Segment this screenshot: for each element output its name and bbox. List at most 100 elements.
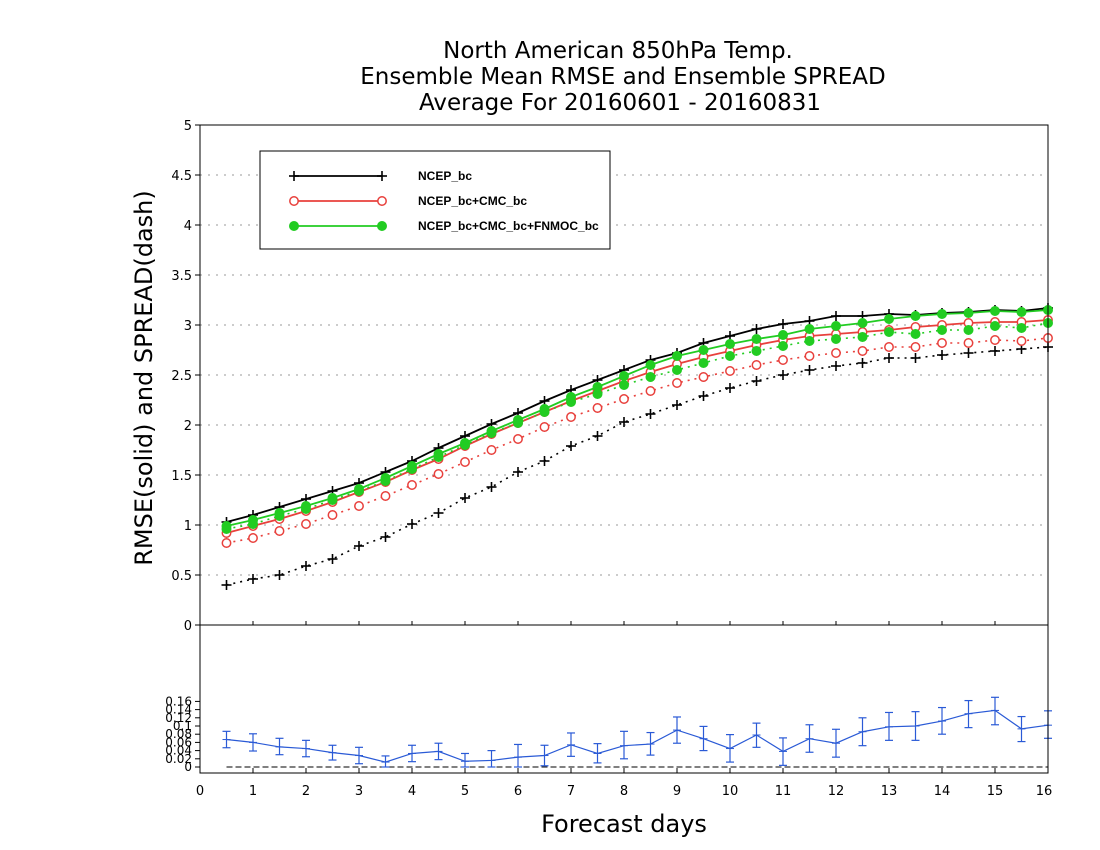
spread-point-ncep-bc-cmc-bc: [990, 335, 1000, 345]
bottom-y-tick-label: 0.08: [165, 727, 192, 741]
spread-point-ncep-bc-cmc-bc-fnmoc-bc: [433, 452, 444, 462]
error-bar: [885, 711, 893, 741]
spread-point-ncep-bc: [221, 580, 232, 590]
spread-point-ncep-bc-cmc-bc: [884, 342, 894, 352]
error-bar: [832, 728, 840, 758]
spread-point-ncep-bc-cmc-bc: [566, 412, 576, 422]
error-bar: [275, 737, 284, 756]
spread-point-ncep-bc-cmc-bc-fnmoc-bc: [539, 407, 550, 417]
error-bar: [381, 755, 390, 768]
error-bar: [752, 722, 761, 748]
error-bar: [355, 746, 363, 765]
rmse-point-ncep-bc-cmc-bc-fnmoc-bc: [672, 351, 682, 361]
rmse-point-ncep-bc-cmc-bc-fnmoc-bc: [910, 311, 921, 321]
rmse-line-ncep-bc-cmc-bc: [226, 319, 1049, 534]
spread-point-ncep-bc-cmc-bc-fnmoc-bc: [884, 327, 894, 337]
bottom-y-tick-label: 0.04: [165, 744, 192, 758]
spread-point-ncep-bc-cmc-bc-fnmoc-bc: [751, 346, 762, 356]
spread-point-ncep-bc-cmc-bc: [619, 394, 629, 404]
rmse-point-ncep-bc-cmc-bc-fnmoc-bc: [937, 309, 947, 319]
rmse-line-ncep-bc-cmc-bc-fnmoc-bc: [226, 309, 1049, 527]
rmse-point-ncep-bc-cmc-bc-fnmoc-bc: [778, 330, 788, 340]
spread-point-ncep-bc-cmc-bc: [937, 338, 947, 348]
x-tick-label: 4: [408, 784, 416, 799]
spread-point-ncep-bc-cmc-bc-fnmoc-bc: [301, 504, 311, 514]
rmse-point-ncep-bc-cmc-bc-fnmoc-bc: [751, 334, 762, 344]
spread-point-ncep-bc: [778, 370, 788, 380]
bottom-y-tick-label: 0.14: [165, 703, 192, 717]
error-bar: [434, 742, 443, 761]
spread-point-ncep-bc-cmc-bc-fnmoc-bc: [407, 464, 417, 474]
chart-title-line-1: North American 850hPa Temp.: [443, 38, 793, 64]
bottom-y-tick-label: 0: [184, 760, 192, 774]
y-tick-label: 2.5: [171, 369, 192, 384]
error-bar: [779, 737, 787, 766]
spread-point-ncep-bc-cmc-bc-fnmoc-bc: [910, 329, 921, 339]
rmse-point-ncep-bc-cmc-bc-fnmoc-bc: [963, 308, 974, 318]
bottom-y-tick-label: 0.06: [165, 735, 192, 749]
error-bar: [858, 717, 867, 747]
x-tick-label: 13: [881, 784, 898, 799]
error-bar: [991, 696, 999, 726]
spread-point-ncep-bc: [831, 361, 841, 371]
spread-point-ncep-bc-cmc-bc: [327, 510, 338, 520]
spread-point-ncep-bc: [566, 441, 576, 451]
spread-point-ncep-bc-cmc-bc-fnmoc-bc: [354, 486, 364, 496]
error-bar: [593, 743, 602, 764]
spread-point-ncep-bc-cmc-bc-fnmoc-bc: [327, 495, 338, 505]
spread-point-ncep-bc: [380, 532, 391, 542]
spread-point-ncep-bc-cmc-bc-fnmoc-bc: [672, 365, 682, 375]
x-tick-label: 8: [620, 784, 628, 799]
spread-line-ncep-bc: [226, 346, 1049, 586]
error-bar: [408, 744, 416, 763]
spread-point-ncep-bc: [990, 346, 1000, 356]
error-bar: [673, 716, 681, 744]
y-tick-label: 2: [184, 419, 192, 434]
spread-point-ncep-bc-cmc-bc: [672, 378, 682, 388]
spread-point-ncep-bc-cmc-bc: [433, 469, 444, 479]
spread-point-ncep-bc: [513, 467, 523, 477]
error-bar: [938, 706, 946, 735]
spread-point-ncep-bc-cmc-bc-fnmoc-bc: [274, 511, 285, 521]
x-axis-ticks: 0 1 2 3 4 5 6 7 8 9 10 11 12 13 14 15 16: [196, 621, 1052, 799]
x-tick-label: 1: [249, 784, 257, 799]
spread-point-ncep-bc-cmc-bc-fnmoc-bc: [619, 380, 629, 390]
spread-point-ncep-bc: [751, 376, 762, 386]
spread-point-ncep-bc: [486, 482, 497, 492]
spread-point-ncep-bc-cmc-bc-fnmoc-bc: [804, 336, 815, 346]
spread-point-ncep-bc-cmc-bc: [274, 526, 285, 536]
x-tick-label: 2: [302, 784, 310, 799]
spread-point-ncep-bc-cmc-bc-fnmoc-bc: [725, 351, 735, 361]
bottom-y-tick-label: 0.02: [165, 752, 192, 766]
x-tick-label: 15: [987, 784, 1004, 799]
spread-point-ncep-bc-cmc-bc: [301, 519, 311, 529]
x-tick-label: 14: [934, 784, 951, 799]
spread-point-ncep-bc-cmc-bc-fnmoc-bc: [460, 440, 470, 450]
spread-point-ncep-bc: [619, 417, 629, 427]
spread-point-ncep-bc-cmc-bc: [539, 422, 550, 432]
error-bar: [726, 734, 734, 763]
error-bar: [461, 752, 469, 768]
bottom-panel-series: [222, 696, 1052, 768]
spread-point-ncep-bc: [645, 409, 656, 419]
spread-point-ncep-bc: [539, 456, 550, 466]
rmse-point-ncep-bc-cmc-bc-fnmoc-bc: [645, 360, 656, 370]
x-tick-label: 12: [828, 784, 845, 799]
rmse-line-ncep-bc: [226, 307, 1049, 523]
spread-point-ncep-bc-cmc-bc-fnmoc-bc: [592, 389, 603, 399]
chart-title-line-3: Average For 20160601 - 20160831: [419, 90, 821, 116]
rmse-point-ncep-bc-cmc-bc-fnmoc-bc: [857, 318, 868, 328]
spread-point-ncep-bc-cmc-bc: [778, 355, 788, 365]
difference-line: [226, 709, 1049, 763]
spread-point-ncep-bc: [460, 493, 470, 503]
spread-point-ncep-bc-cmc-bc: [910, 342, 921, 352]
error-bar: [964, 699, 973, 729]
error-bar: [302, 739, 310, 758]
rmse-point-ncep-bc-cmc-bc-fnmoc-bc: [619, 371, 629, 381]
x-axis-label: Forecast days: [541, 810, 707, 838]
error-bar: [646, 731, 655, 756]
spread-point-ncep-bc: [963, 348, 974, 358]
spread-line-ncep-bc-cmc-bc-fnmoc-bc: [226, 322, 1049, 530]
legend-marker-ncep-bc-cmc-bc: [377, 196, 387, 206]
